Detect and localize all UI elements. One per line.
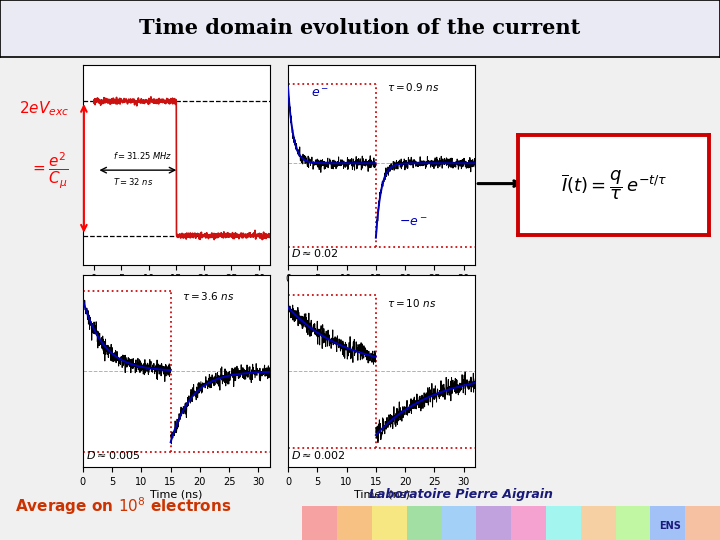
Bar [650,506,685,540]
Bar [616,506,650,540]
Text: $\tau=3.6\ ns$: $\tau=3.6\ ns$ [182,290,235,302]
Bar [302,506,337,540]
Bar [337,506,372,540]
Bar [441,506,477,540]
Text: $\overline{I}(t)=\dfrac{q}{\tau}\,e^{-t/\tau}$: $\overline{I}(t)=\dfrac{q}{\tau}\,e^{-t/… [561,168,667,202]
Text: $e^-$: $e^-$ [311,87,330,100]
X-axis label: Time  (ns): Time (ns) [148,287,204,297]
Text: Average on $10^8$ electrons: Average on $10^8$ electrons [15,495,232,517]
Text: $-e^-$: $-e^-$ [399,215,428,228]
Text: $=\dfrac{e^2}{C_{\mu}}$: $=\dfrac{e^2}{C_{\mu}}$ [30,151,68,191]
Text: $\tau=10\ ns$: $\tau=10\ ns$ [387,298,437,309]
Bar [372,506,407,540]
Text: $f=31.25\ MHz$: $f=31.25\ MHz$ [113,150,173,161]
Bar [511,506,546,540]
Text: $T=32\ ns$: $T=32\ ns$ [113,176,153,187]
Bar [685,506,720,540]
Bar [407,506,441,540]
Text: $2eV_{exc}$: $2eV_{exc}$ [19,99,68,118]
Bar [581,506,616,540]
Text: $D\approx0.005$: $D\approx0.005$ [86,449,140,461]
Text: $\tau=0.9\ ns$: $\tau=0.9\ ns$ [387,81,440,93]
Text: $D\approx0.002$: $D\approx0.002$ [291,449,346,461]
Text: $D\approx0.02$: $D\approx0.02$ [291,247,339,259]
Bar [477,506,511,540]
Bar [546,506,581,540]
X-axis label: Time (ns): Time (ns) [150,490,202,500]
X-axis label: Time  (ns): Time (ns) [354,490,410,500]
Text: Laboratoire Pierre Aigrain: Laboratoire Pierre Aigrain [369,489,553,502]
Text: Time domain evolution of the current: Time domain evolution of the current [140,18,580,38]
X-axis label: Time  (ns): Time (ns) [354,287,410,297]
Text: ENS: ENS [659,521,681,531]
